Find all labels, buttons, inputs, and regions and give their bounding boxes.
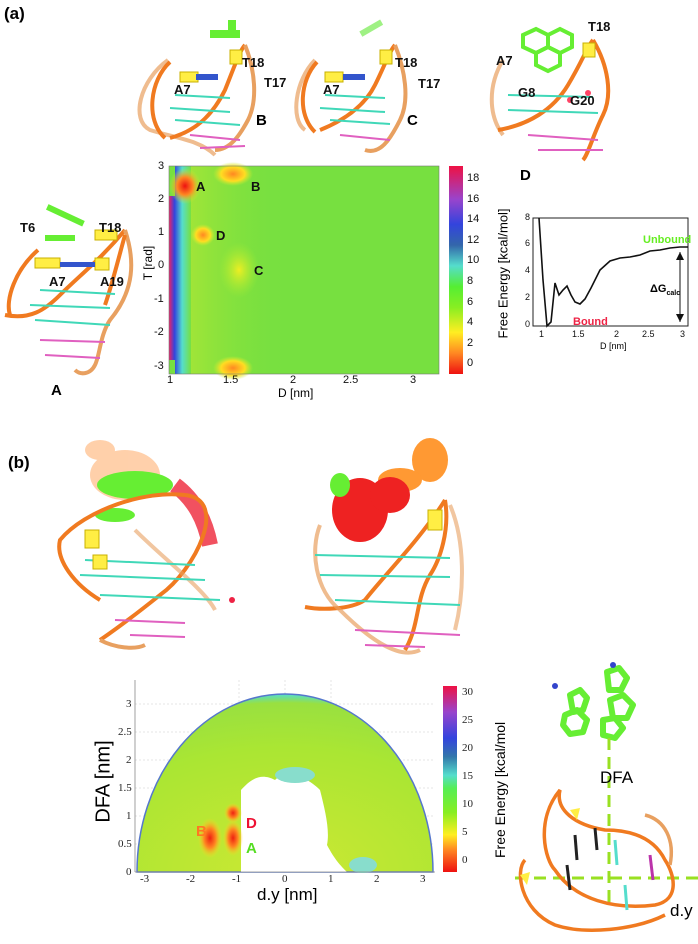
dy-axis-label: d.y bbox=[670, 901, 693, 920]
y-tick: 0.5 bbox=[118, 838, 132, 850]
y-tick: 1.5 bbox=[118, 782, 132, 794]
residue-label: G8 bbox=[518, 85, 536, 100]
y-tick: 2 bbox=[158, 193, 165, 205]
x-tick: 1 bbox=[539, 329, 545, 339]
x-tick: 1.5 bbox=[223, 374, 239, 386]
colorbar-ticks: 30 25 20 15 10 5 0 bbox=[462, 686, 473, 866]
rna-structure-icon bbox=[137, 20, 257, 157]
bound-label: Bound bbox=[573, 316, 608, 328]
colorbar-title: Free Energy [kcal/mol] bbox=[495, 208, 511, 339]
y-tick: 0 bbox=[126, 866, 132, 878]
panel-a-label: (a) bbox=[4, 4, 25, 23]
minimum-label: A bbox=[246, 840, 257, 857]
residue-label: T17 bbox=[264, 75, 287, 90]
minimum-label: C bbox=[254, 263, 264, 278]
x-tick: 1 bbox=[167, 374, 174, 386]
rna-ensemble-icon bbox=[304, 438, 464, 655]
residue-label: T18 bbox=[242, 55, 265, 70]
y-axis-title: T [rad] bbox=[141, 245, 156, 281]
x-tick: 2.5 bbox=[343, 374, 359, 386]
x-tick: 3 bbox=[410, 374, 417, 386]
y-tick: 3 bbox=[126, 698, 132, 710]
minimum-label: B bbox=[251, 179, 261, 194]
x-tick: 3 bbox=[420, 873, 426, 885]
dfa-geometry-icon bbox=[515, 662, 698, 932]
colorbar-ticks: 18 16 14 12 10 8 6 4 2 0 bbox=[467, 172, 480, 370]
x-tick: 2 bbox=[374, 873, 380, 885]
y-tick: 2 bbox=[525, 292, 531, 302]
y-tick: 4 bbox=[525, 265, 531, 275]
x-tick: -2 bbox=[186, 873, 196, 885]
free-energy-profile: 8 6 4 2 0 1 1.5 2 2.5 3 D [nm] Unbound B… bbox=[525, 210, 698, 355]
x-tick: 0 bbox=[282, 873, 288, 885]
line-plot bbox=[532, 217, 689, 328]
y-axis-title: DFA [nm] bbox=[92, 740, 115, 823]
x-axis-title: D [nm] bbox=[278, 386, 314, 400]
minimum-label: D bbox=[216, 228, 226, 243]
minimum-label: A bbox=[196, 179, 206, 194]
rna-structure-icon bbox=[489, 26, 611, 162]
rna-structure-icon bbox=[4, 204, 134, 376]
x-tick: -3 bbox=[140, 873, 150, 885]
y-tick: 6 bbox=[525, 238, 531, 248]
heatmap-plot bbox=[134, 680, 457, 873]
rna-structure-icon bbox=[294, 19, 408, 153]
structure-caption: D bbox=[520, 167, 531, 184]
residue-label: A7 bbox=[496, 53, 513, 68]
dfa-axis-label: DFA bbox=[600, 768, 634, 787]
y-tick: 3 bbox=[158, 160, 165, 172]
structure-c: A7 T18 T17 C bbox=[285, 19, 440, 155]
colorbar-title: Free Energy [kcal/mol bbox=[492, 721, 508, 858]
residue-label: T18 bbox=[395, 55, 418, 70]
x-axis-title: D [nm] bbox=[600, 341, 627, 351]
y-tick: 1 bbox=[126, 810, 132, 822]
minimum-label: B bbox=[196, 823, 207, 840]
free-energy-map-b: B D A 3 2.5 2 1.5 1 0.5 0 DFA [nm] -3 -2… bbox=[85, 680, 508, 904]
x-tick: 1.5 bbox=[572, 329, 585, 339]
free-energy-map-a: A B D C 3 2 1 0 -1 -2 -3 T [rad] 1 1.5 2… bbox=[141, 160, 525, 400]
x-tick: 2 bbox=[614, 329, 620, 339]
structure-caption: C bbox=[407, 112, 418, 129]
structure-d: A7 T18 G8 G20 bbox=[488, 15, 638, 162]
x-tick: 2.5 bbox=[642, 329, 655, 339]
y-tick: -3 bbox=[154, 360, 164, 372]
structure-b: A7 T18 T17 B bbox=[130, 20, 286, 157]
y-tick: 1 bbox=[158, 226, 165, 238]
residue-label: T18 bbox=[588, 19, 611, 34]
x-tick: 3 bbox=[680, 329, 686, 339]
residue-label: A7 bbox=[174, 82, 191, 97]
residue-label: T6 bbox=[20, 220, 36, 235]
heatmap-plot bbox=[168, 162, 463, 380]
y-tick: 2.5 bbox=[118, 726, 132, 738]
y-tick: -1 bbox=[154, 293, 164, 305]
x-tick: 1 bbox=[328, 873, 334, 885]
structure-caption: B bbox=[256, 112, 267, 129]
residue-label: T17 bbox=[418, 76, 441, 91]
x-tick: 2 bbox=[290, 374, 297, 386]
x-axis-title: d.y [nm] bbox=[257, 885, 318, 904]
rna-ensemble-icon bbox=[57, 440, 235, 650]
dfa-schematic: DFA d.y bbox=[515, 660, 698, 944]
y-tick: 0 bbox=[158, 259, 165, 271]
residue-label: A7 bbox=[49, 274, 66, 289]
residue-label: A7 bbox=[323, 82, 340, 97]
panel-b-label: (b) bbox=[8, 453, 30, 472]
residue-label: G20 bbox=[570, 93, 595, 108]
structure-a: T6 T18 A7 A19 bbox=[0, 190, 145, 400]
structure-caption: A bbox=[51, 382, 62, 399]
unbound-label: Unbound bbox=[643, 234, 692, 246]
residue-label: T18 bbox=[99, 220, 122, 235]
y-tick: 2 bbox=[126, 754, 132, 766]
residue-label: A19 bbox=[100, 274, 124, 289]
structure-b-right bbox=[300, 438, 480, 665]
structure-b-left bbox=[55, 440, 245, 655]
minimum-label: D bbox=[246, 815, 257, 832]
x-tick: -1 bbox=[232, 873, 242, 885]
y-tick: 8 bbox=[525, 212, 531, 222]
y-tick: 0 bbox=[525, 319, 531, 329]
y-tick: -2 bbox=[154, 326, 164, 338]
delta-g-label: ΔGcalc bbox=[650, 283, 681, 298]
